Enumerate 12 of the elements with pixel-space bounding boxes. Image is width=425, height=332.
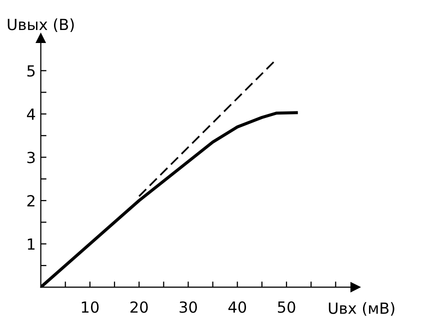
y-tick-label: 2 <box>27 195 34 206</box>
x-axis-title: Uвх (мВ) <box>328 302 394 316</box>
x-tick-label: 10 <box>82 301 99 313</box>
x-tick-label: 20 <box>130 301 148 313</box>
y-tick-label: 5 <box>27 65 35 77</box>
x-tick-label: 40 <box>228 301 246 313</box>
y-tick-label: 4 <box>26 108 36 120</box>
x-tick-label: 30 <box>180 301 197 313</box>
y-tick-label: 1 <box>28 238 35 250</box>
y-axis-title: Uвых (В) <box>8 18 74 32</box>
y-tick-label: 3 <box>27 152 35 164</box>
x-tick-label: 50 <box>278 301 296 313</box>
